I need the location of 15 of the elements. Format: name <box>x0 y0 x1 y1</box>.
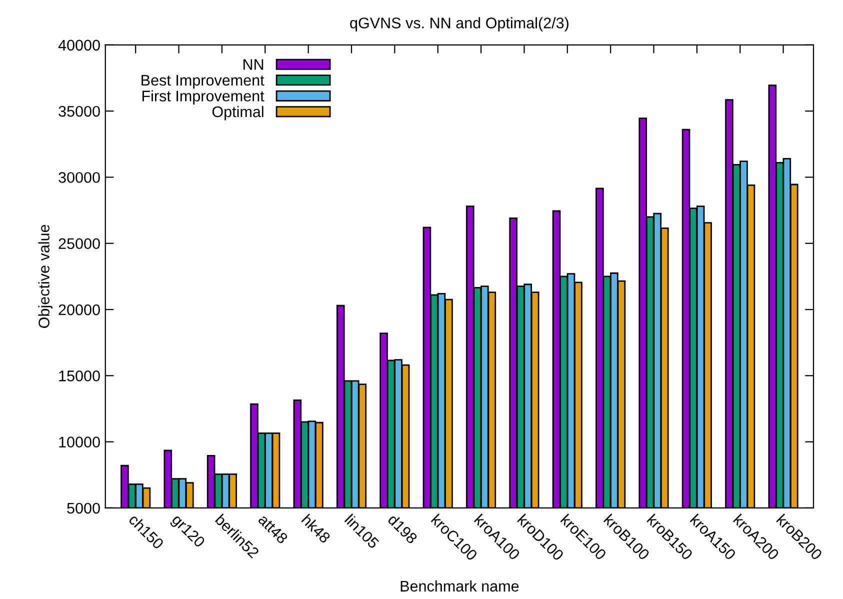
y-tick-label: 30000 <box>58 172 100 183</box>
legend-label: Best Improvement <box>142 75 264 89</box>
y-tick-label: 15000 <box>59 370 100 382</box>
legend-label: NN <box>244 59 264 70</box>
legend-label: First Improvement <box>142 90 264 104</box>
legend-label: Optimal <box>212 106 264 120</box>
y-tick-label: 25000 <box>58 238 100 250</box>
y-tick-label: 40000 <box>58 40 100 51</box>
y-tick-label: 10000 <box>59 436 100 448</box>
y-tick-label: 5000 <box>67 502 100 514</box>
y-tick-label: 20000 <box>58 304 100 316</box>
chart-title: qGVNS vs. NN and Optimal(2/3) <box>350 17 568 32</box>
x-axis-title: Benchmark name <box>400 580 519 592</box>
y-tick-label: 35000 <box>58 106 100 117</box>
y-axis-title: Objective value <box>38 224 52 328</box>
